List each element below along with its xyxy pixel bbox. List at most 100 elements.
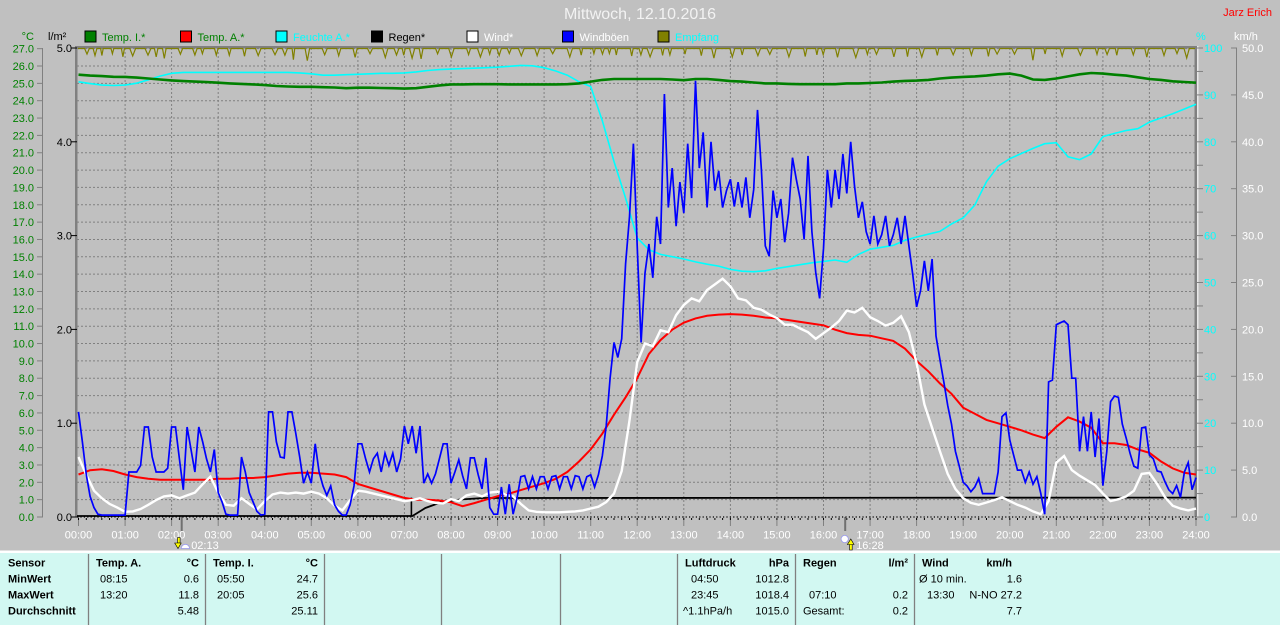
svg-text:°C: °C (306, 558, 318, 570)
svg-text:21:00: 21:00 (1043, 530, 1071, 542)
svg-text:Durchschnitt: Durchschnitt (8, 606, 76, 618)
svg-text:Gesamt:: Gesamt: (803, 606, 845, 618)
svg-text:17:00: 17:00 (856, 530, 884, 542)
svg-text:Temp. A.: Temp. A. (96, 558, 141, 570)
svg-text:30.0: 30.0 (1242, 231, 1263, 243)
svg-text:7.7: 7.7 (1007, 606, 1022, 618)
svg-text:2.0: 2.0 (57, 324, 72, 336)
svg-text:Mittwoch, 12.10.2016: Mittwoch, 12.10.2016 (564, 6, 716, 23)
svg-text:60: 60 (1204, 231, 1216, 243)
svg-text:15:00: 15:00 (763, 530, 791, 542)
svg-text:MinWert: MinWert (8, 574, 52, 586)
svg-text:01:00: 01:00 (111, 530, 139, 542)
svg-text:6.0: 6.0 (19, 408, 34, 420)
svg-text:Ø 10 min.: Ø 10 min. (919, 574, 967, 586)
svg-text:16.0: 16.0 (13, 235, 34, 247)
svg-text:02:13: 02:13 (191, 540, 219, 552)
svg-text:11.8: 11.8 (178, 590, 199, 602)
svg-text:20:00: 20:00 (996, 530, 1024, 542)
svg-text:%: % (1196, 31, 1206, 43)
svg-text:Jarz Erich: Jarz Erich (1223, 7, 1272, 19)
svg-text:Regen*: Regen* (389, 32, 426, 44)
svg-text:35.0: 35.0 (1242, 184, 1263, 196)
svg-text:23:45: 23:45 (691, 590, 719, 602)
svg-text:50.0: 50.0 (1242, 43, 1263, 55)
svg-text:Luftdruck: Luftdruck (685, 558, 737, 570)
svg-text:20.0: 20.0 (13, 165, 34, 177)
svg-text:45.0: 45.0 (1242, 90, 1263, 102)
svg-text:80: 80 (1204, 137, 1216, 149)
svg-text:05:00: 05:00 (298, 530, 326, 542)
svg-text:l/m²: l/m² (48, 31, 67, 43)
svg-text:1015.0: 1015.0 (755, 606, 789, 618)
svg-text:11:00: 11:00 (577, 530, 604, 542)
svg-text:°C: °C (22, 31, 34, 43)
svg-text:14.0: 14.0 (13, 269, 34, 281)
svg-text:Empfang: Empfang (675, 32, 719, 44)
svg-text:5.0: 5.0 (57, 43, 72, 55)
svg-text:12:00: 12:00 (623, 530, 651, 542)
svg-text:23.0: 23.0 (13, 113, 34, 125)
svg-text:08:15: 08:15 (100, 574, 128, 586)
svg-text:7.0: 7.0 (19, 391, 34, 403)
svg-text:2.0: 2.0 (19, 477, 34, 489)
svg-text:07:00: 07:00 (391, 530, 419, 542)
svg-text:06:00: 06:00 (344, 530, 372, 542)
svg-text:25.11: 25.11 (291, 606, 318, 618)
svg-text:14:00: 14:00 (717, 530, 745, 542)
svg-text:3.0: 3.0 (19, 460, 34, 472)
svg-text:13:20: 13:20 (100, 590, 128, 602)
svg-text:5.0: 5.0 (1242, 465, 1257, 477)
svg-text:21.0: 21.0 (13, 148, 34, 160)
svg-text:4.0: 4.0 (19, 443, 34, 455)
svg-text:l/m²: l/m² (888, 558, 908, 570)
svg-text:100: 100 (1204, 43, 1222, 55)
svg-text:90: 90 (1204, 90, 1216, 102)
svg-text:07:10: 07:10 (809, 590, 837, 602)
svg-text:9.0: 9.0 (19, 356, 34, 368)
svg-text:04:00: 04:00 (251, 530, 279, 542)
svg-text:hPa: hPa (769, 558, 790, 570)
svg-text:4.0: 4.0 (57, 137, 72, 149)
svg-text:09:00: 09:00 (484, 530, 512, 542)
svg-text:10.0: 10.0 (1242, 418, 1263, 430)
svg-text:03:00: 03:00 (204, 530, 232, 542)
svg-text:0.0: 0.0 (19, 512, 34, 524)
svg-text:18.0: 18.0 (13, 200, 34, 212)
svg-text:1018.4: 1018.4 (755, 590, 789, 602)
svg-text:10:00: 10:00 (530, 530, 558, 542)
svg-text:24.7: 24.7 (297, 574, 318, 586)
svg-text:20:05: 20:05 (217, 590, 245, 602)
svg-text:1.0: 1.0 (57, 418, 72, 430)
svg-text:Feuchte A.*: Feuchte A.* (293, 32, 351, 44)
svg-text:26.0: 26.0 (13, 61, 34, 73)
svg-text:0: 0 (1204, 512, 1210, 524)
svg-text:1.6: 1.6 (1007, 574, 1022, 586)
svg-text:24:00: 24:00 (1182, 530, 1210, 542)
svg-text:0.2: 0.2 (893, 606, 908, 618)
svg-text:1.0: 1.0 (19, 495, 34, 507)
svg-text:70: 70 (1204, 184, 1216, 196)
svg-text:Temp. I.: Temp. I. (213, 558, 254, 570)
svg-text:16:28: 16:28 (856, 540, 884, 552)
svg-text:40.0: 40.0 (1242, 137, 1263, 149)
svg-text:18:00: 18:00 (903, 530, 931, 542)
svg-text:Temp. I.*: Temp. I.* (102, 32, 146, 44)
svg-text:19.0: 19.0 (13, 182, 34, 194)
svg-text:00:00: 00:00 (65, 530, 93, 542)
svg-text:5.48: 5.48 (178, 606, 199, 618)
svg-text:22.0: 22.0 (13, 130, 34, 142)
svg-text:13.0: 13.0 (13, 287, 34, 299)
svg-text:25.6: 25.6 (297, 590, 318, 602)
svg-text:Regen: Regen (803, 558, 837, 570)
svg-text:Sensor: Sensor (8, 558, 46, 570)
svg-text:Wind*: Wind* (484, 32, 514, 44)
svg-text:8.0: 8.0 (19, 373, 34, 385)
svg-text:10: 10 (1204, 465, 1216, 477)
svg-text:km/h: km/h (986, 558, 1012, 570)
svg-text:MaxWert: MaxWert (8, 590, 54, 602)
svg-text:0.2: 0.2 (893, 590, 908, 602)
svg-text:25.0: 25.0 (1242, 278, 1263, 290)
svg-text:1012.8: 1012.8 (755, 574, 789, 586)
svg-text:24.0: 24.0 (13, 96, 34, 108)
